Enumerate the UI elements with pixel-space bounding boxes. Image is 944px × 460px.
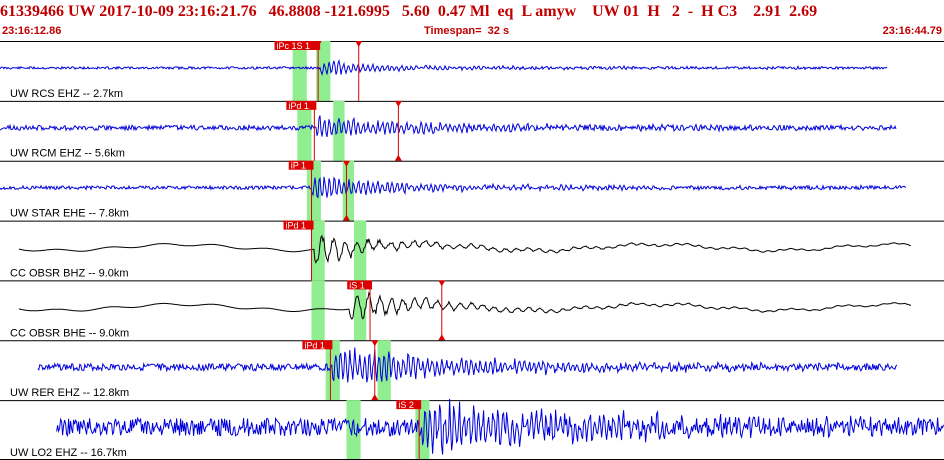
pick-marker-top — [438, 280, 446, 287]
pick-marker-bottom — [394, 154, 402, 161]
pick-label: iPc 1S 1 — [277, 41, 311, 51]
pick-label: iPd 1 — [288, 101, 309, 111]
waveform — [0, 115, 897, 138]
pick-marker-top — [342, 160, 350, 167]
pick-marker-top — [355, 41, 363, 47]
station-label: CC OBSR BHE -- 9.0km — [10, 327, 129, 339]
waveform — [18, 291, 912, 320]
phase-window — [333, 100, 345, 161]
trace-row[interactable]: iPd 1 UW RER EHZ -- 12.8km — [0, 340, 944, 401]
pick-marker-top — [371, 340, 379, 347]
waveform — [0, 58, 888, 77]
trace-row[interactable]: iS 1 CC OBSR BHE -- 9.0km — [0, 280, 944, 341]
phase-window — [325, 340, 340, 401]
station-label: UW RER EHZ -- 12.8km — [10, 387, 129, 399]
pick-marker-bottom — [342, 214, 350, 221]
station-label: CC OBSR BHZ -- 9.0km — [10, 267, 129, 279]
start-time: 23:16:12.86 — [2, 25, 62, 37]
phase-window — [292, 41, 307, 101]
trace-row[interactable]: iP 1 UW STAR EHE -- 7.8km — [0, 160, 944, 221]
pick-tag — [396, 400, 422, 410]
phase-window — [346, 400, 361, 460]
header: 61339466 UW 2017-10-09 23:16:21.76 46.88… — [0, 0, 944, 41]
trace-row[interactable]: iPd 1 CC OBSR BHZ -- 9.0km — [0, 220, 944, 281]
phase-window — [311, 220, 325, 281]
waveform — [0, 176, 907, 199]
pick-marker-top — [314, 41, 322, 47]
pick-label: iS 2 — [398, 400, 414, 410]
waveform — [56, 398, 944, 455]
station-label: UW RCM EHZ -- 5.6km — [10, 148, 125, 160]
trace-row[interactable]: iPd 1 UW RCM EHZ -- 5.6km — [0, 101, 944, 161]
timespan: Timespan= 32 s — [424, 25, 510, 37]
pick-tag — [283, 220, 314, 230]
pick-marker-top — [394, 100, 402, 107]
pick-tag — [347, 280, 373, 290]
event-title: 61339466 UW 2017-10-09 23:16:21.76 46.88… — [0, 3, 818, 20]
phase-window — [297, 100, 312, 161]
pick-tag — [288, 160, 314, 170]
pick-marker-bottom — [371, 394, 379, 401]
phase-window — [311, 280, 325, 341]
pick-label: iPd 1 — [286, 221, 307, 231]
waveform — [18, 234, 911, 264]
waveform — [37, 347, 898, 383]
trace-row[interactable]: iPc 1S 1 UW RCS EHZ -- 2.7km — [0, 41, 944, 101]
pick-label: iPd 1 — [304, 340, 325, 350]
station-label: UW LO2 EHZ -- 16.7km — [10, 447, 127, 459]
pick-label: iS 1 — [349, 280, 365, 290]
phase-window — [377, 340, 391, 401]
pick-tag — [302, 340, 333, 350]
trace-row[interactable]: iS 2 UW LO2 EHZ -- 16.7km — [0, 398, 944, 460]
station-label: UW STAR EHE -- 7.8km — [10, 208, 129, 220]
phase-window — [354, 280, 367, 341]
pick-tag — [274, 41, 321, 50]
pick-tag — [286, 100, 317, 110]
station-label: UW RCS EHZ -- 2.7km — [10, 88, 123, 100]
seismogram-panel[interactable]: iPc 1S 1 UW RCS EHZ -- 2.7km iPd 1 UW RCM E… — [0, 41, 944, 460]
pick-label: iP 1 — [291, 161, 306, 171]
end-time: 23:16:44.79 — [882, 25, 942, 37]
pick-marker-bottom — [438, 334, 446, 341]
phase-window — [342, 160, 354, 221]
